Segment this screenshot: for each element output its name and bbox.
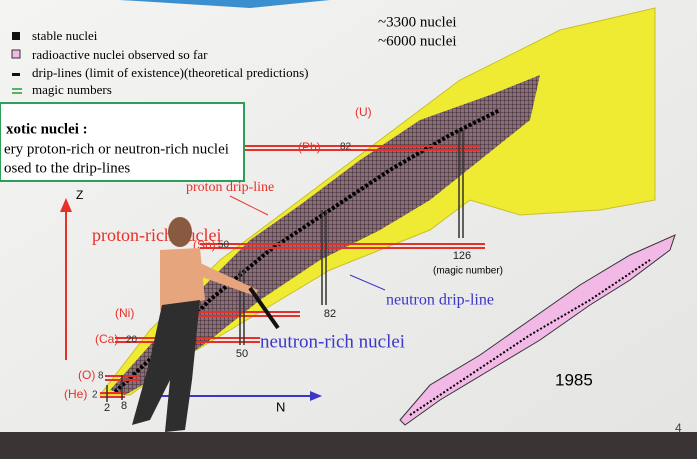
element: (Ni) (115, 306, 134, 320)
annotation: proton drip-line (186, 180, 274, 195)
year: 1985 (555, 370, 593, 389)
magic-z-labels: 82 50 20 8 2 (92, 142, 352, 401)
legend-swatch (12, 88, 22, 94)
element: (Pb) (298, 140, 321, 154)
legend-label: radioactive nuclei observed so far (32, 47, 208, 62)
box-title: xotic nuclei : (6, 121, 88, 137)
pointer (349, 274, 386, 291)
element: (U) (355, 105, 372, 119)
stable-nuclei (113, 108, 501, 394)
legend-label: drip-lines (limit of existence)(theoreti… (32, 65, 309, 80)
annotation: proton-rich nuclei (92, 225, 221, 245)
element: (Ca) (95, 332, 118, 346)
count: ~3300 nuclei (378, 14, 457, 30)
element: (O) (78, 368, 95, 382)
axis-label: Z (76, 188, 83, 202)
annotation: neutron-rich nuclei (260, 331, 405, 352)
element-labels: (U) (Pb) (Sn) (Ni) (Ca) (O) (He) (64, 105, 372, 401)
count: ~6000 nuclei (378, 33, 457, 49)
annotation: neutron drip-line (386, 292, 494, 309)
stable-1985 (409, 259, 651, 416)
magic-n: 2 (104, 402, 110, 414)
magic-n: 82 (324, 308, 336, 320)
magic-n: 126 (453, 250, 471, 262)
legend-swatch (11, 49, 21, 59)
page-number: 4 (675, 421, 682, 435)
legend-label: stable nuclei (32, 28, 98, 43)
magic-z: 2 (92, 390, 98, 401)
stage-floor (0, 432, 697, 459)
decoration (120, 0, 330, 8)
n-arrow (310, 391, 322, 401)
axis-label: N (276, 399, 285, 414)
legend-swatch (12, 73, 20, 76)
info-box (0, 102, 245, 182)
legend: stable nuclei radioactive nuclei observe… (11, 28, 309, 97)
speaker (132, 217, 280, 432)
magic-note: (magic number) (433, 266, 503, 277)
magic-z: 20 (126, 335, 138, 346)
magic-z: 8 (98, 371, 104, 382)
element: (He) (64, 387, 87, 401)
magic-z: 82 (340, 142, 352, 153)
box-line: osed to the drip-lines (4, 160, 130, 176)
magic-z: 50 (218, 240, 230, 251)
z-arrow (60, 198, 72, 212)
legend-swatch (12, 32, 20, 40)
magic-n: 50 (236, 348, 248, 360)
magic-n: 8 (121, 400, 127, 412)
pointer (229, 195, 269, 216)
box-line: ery proton-rich or neutron-rich nuclei (4, 141, 229, 157)
legend-label: magic numbers (32, 82, 112, 97)
